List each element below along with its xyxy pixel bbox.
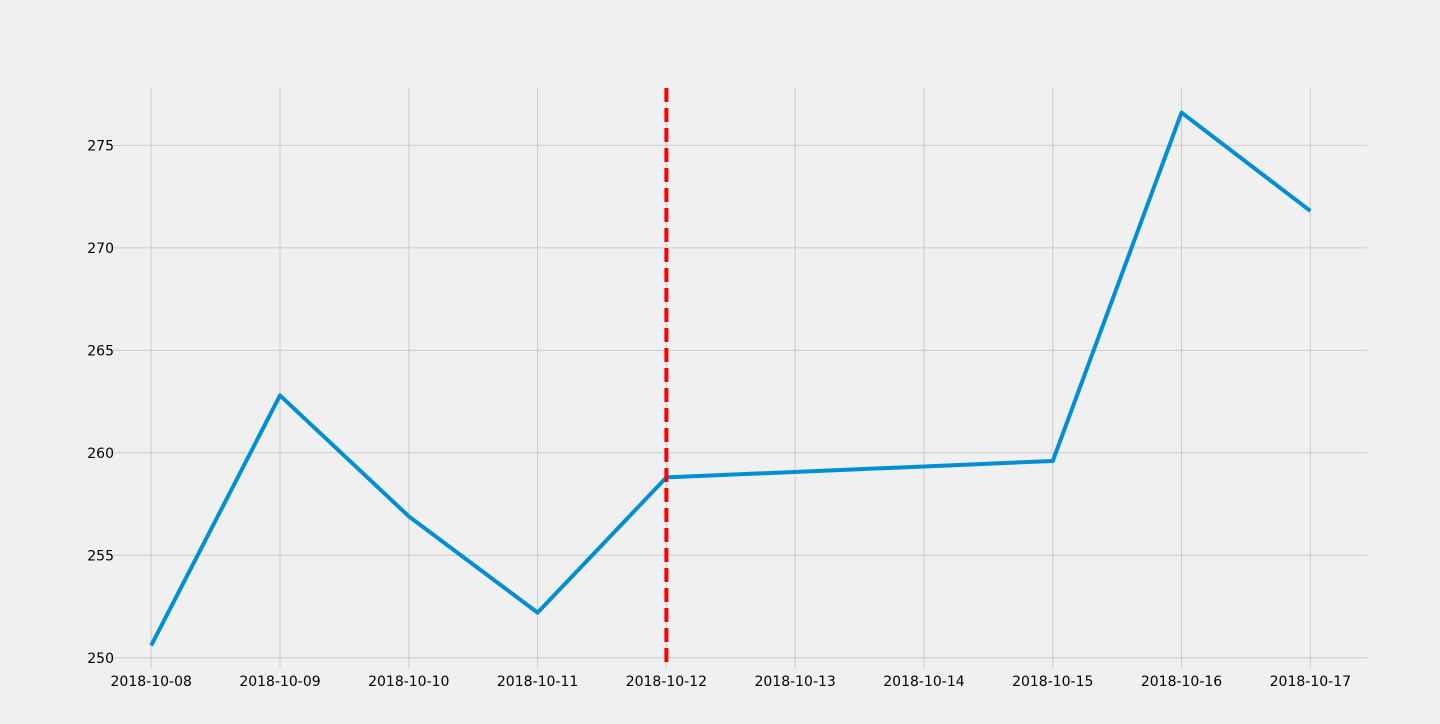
x-tick-label: 2018-10-15 [1012, 674, 1093, 690]
x-tick-label: 2018-10-13 [754, 674, 835, 690]
grid-layer [110, 88, 1367, 668]
x-tick-label: 2018-10-08 [111, 674, 192, 690]
x-tick-label: 2018-10-14 [883, 674, 964, 690]
y-tick-label: 250 [87, 651, 114, 667]
x-tick-label: 2018-10-09 [239, 674, 320, 690]
y-tick-label: 260 [87, 446, 114, 462]
x-tick-label: 2018-10-11 [497, 674, 578, 690]
series-layer [151, 112, 1310, 645]
series-line [151, 113, 1310, 646]
x-tick-label: 2018-10-12 [626, 674, 707, 690]
y-tick-label: 255 [87, 548, 114, 564]
x-tick-label: 2018-10-16 [1141, 674, 1222, 690]
y-tick-label: 270 [87, 241, 114, 257]
y-tick-label: 275 [87, 138, 114, 154]
y-tick-label: 265 [87, 343, 114, 359]
axis-layer: 250 255 260 265 270 275 2018-10-08 2018-10-09 20… [87, 138, 1351, 690]
x-tick-label: 2018-10-10 [368, 674, 449, 690]
x-tick-label: 2018-10-17 [1270, 674, 1351, 690]
